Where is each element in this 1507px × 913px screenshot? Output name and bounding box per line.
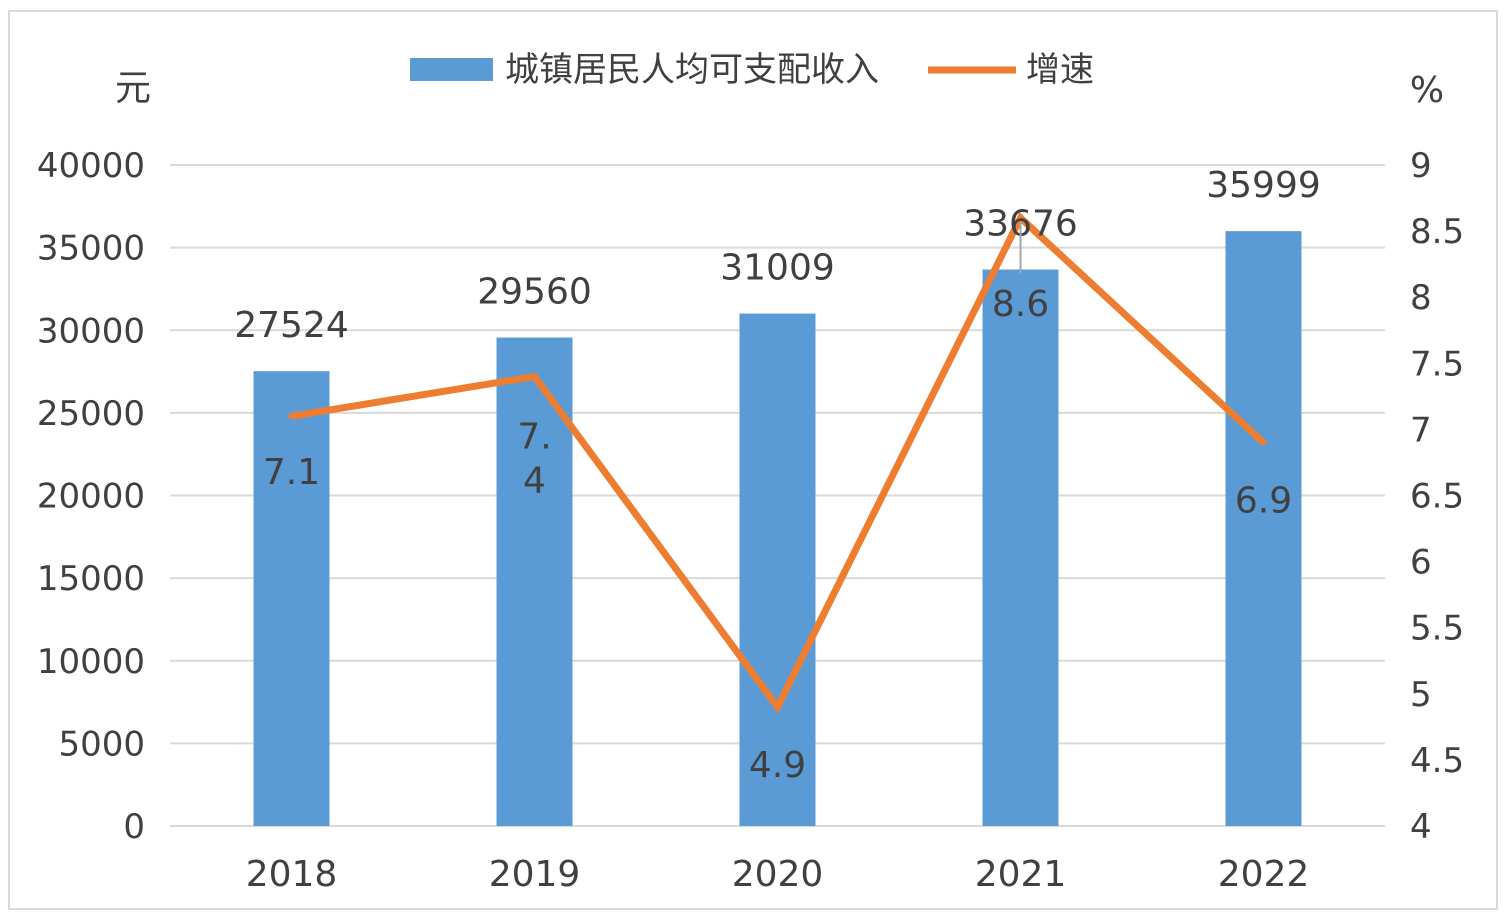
x-tick-label: 2022 — [1218, 854, 1310, 895]
line-value-label: 7.1 — [263, 452, 320, 493]
right-tick-label: 5 — [1410, 675, 1432, 715]
right-tick-label: 8.5 — [1410, 212, 1464, 252]
line-value-label-part: 6.9 — [1235, 481, 1292, 522]
bar-value-label: 35999 — [1206, 165, 1321, 206]
legend: 城镇居民人均可支配收入 增速 — [410, 50, 1094, 90]
line-value-label-part: 4 — [523, 461, 546, 502]
left-axis-ticks: 0 5000 10000 15000 20000 25000 30000 35000 40000 — [37, 146, 145, 847]
line-value-label: 7. 4 — [517, 417, 551, 502]
bar — [253, 371, 330, 826]
right-tick-label: 6.5 — [1410, 477, 1464, 517]
line-point — [531, 373, 538, 380]
x-tick-label: 2020 — [732, 854, 824, 895]
left-axis-unit: 元 — [115, 68, 151, 109]
right-tick-label: 5.5 — [1410, 609, 1464, 649]
bar — [1225, 231, 1302, 827]
x-tick-label: 2019 — [489, 854, 581, 895]
left-tick-label: 10000 — [37, 642, 145, 682]
x-tick-label: 2018 — [246, 854, 338, 895]
bar-value-label: 31009 — [720, 248, 835, 289]
x-axis-ticks: 2018 2019 2020 2021 2022 — [246, 854, 1310, 895]
right-axis-unit: % — [1410, 70, 1444, 111]
legend-label-line: 增速 — [1026, 50, 1094, 90]
bar — [496, 337, 573, 826]
right-tick-label: 4 — [1410, 807, 1432, 847]
right-tick-label: 9 — [1410, 146, 1432, 186]
left-tick-label: 5000 — [58, 724, 145, 764]
legend-swatch-bar — [410, 58, 493, 81]
right-tick-label: 4.5 — [1410, 741, 1464, 781]
bar — [739, 313, 816, 826]
legend-label-bar: 城镇居民人均可支配收入 — [505, 50, 879, 90]
bar — [982, 269, 1059, 826]
left-tick-label: 20000 — [37, 477, 145, 517]
line-point — [288, 413, 295, 420]
line-value-label-part: 4.9 — [749, 745, 806, 786]
left-tick-label: 30000 — [37, 311, 145, 351]
bar-value-label: 27524 — [234, 305, 349, 346]
line-value-label: 6.9 — [1235, 481, 1292, 522]
left-tick-label: 0 — [123, 807, 145, 847]
line-data-labels: 7.1 7. 4 4.9 8.6 6.9 — [263, 221, 1292, 786]
right-tick-label: 6 — [1410, 543, 1432, 583]
left-tick-label: 40000 — [37, 146, 145, 186]
line-value-label-part: 7. — [517, 417, 551, 458]
line-value-label: 8.6 — [992, 284, 1049, 325]
line-value-label-part: 7.1 — [263, 452, 320, 493]
line-value-label: 4.9 — [749, 745, 806, 786]
left-tick-label: 25000 — [37, 394, 145, 434]
line-value-label-part: 8.6 — [992, 284, 1049, 325]
bar-value-label: 29560 — [477, 272, 592, 313]
line-series — [288, 212, 1267, 714]
line-point — [1017, 214, 1024, 221]
left-tick-label: 15000 — [37, 559, 145, 599]
right-tick-label: 7.5 — [1410, 344, 1464, 384]
left-tick-label: 35000 — [37, 229, 145, 269]
right-tick-label: 8 — [1410, 278, 1432, 318]
line-point — [774, 704, 781, 711]
x-tick-label: 2021 — [975, 854, 1067, 895]
right-tick-label: 7 — [1410, 410, 1432, 450]
right-axis-ticks: 4 4.5 5 5.5 6 6.5 7 7.5 8 8.5 9 — [1410, 146, 1464, 847]
bar-series — [253, 231, 1302, 827]
line-point — [1260, 439, 1267, 446]
